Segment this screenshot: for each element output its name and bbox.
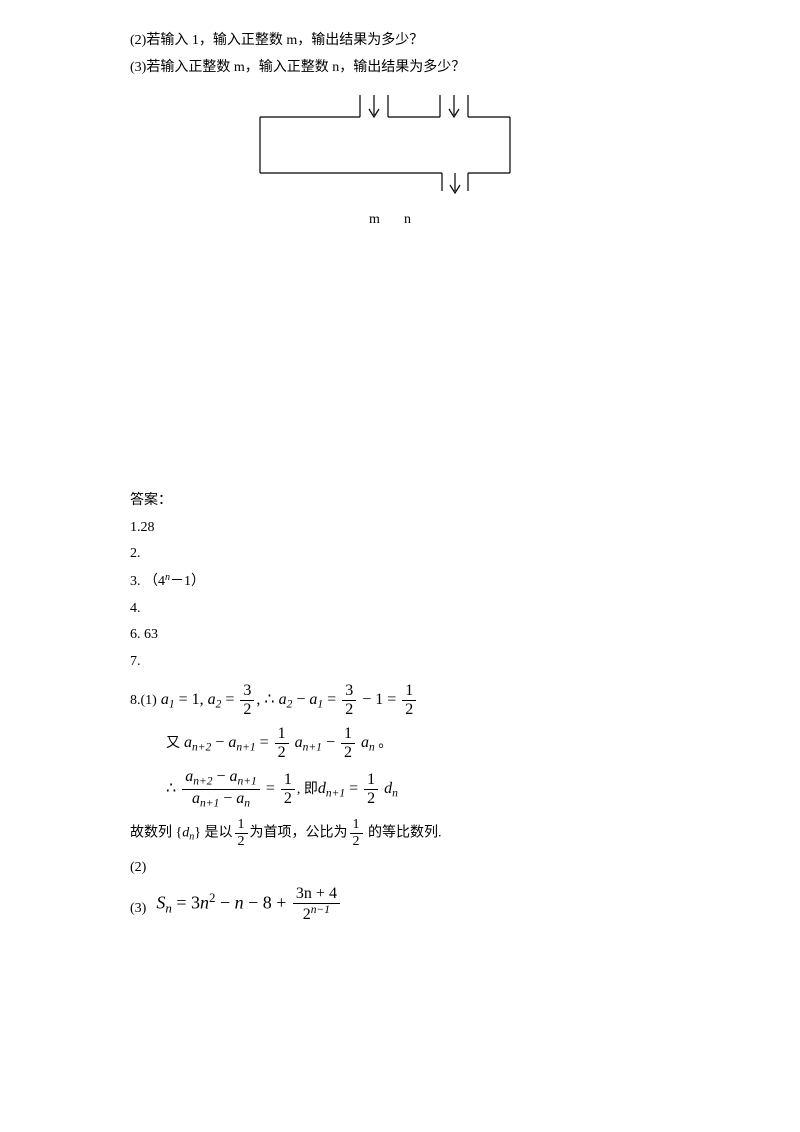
c-p3: 为首项，公比为 [250, 826, 348, 841]
e1a2: a [208, 692, 216, 709]
answer-3: 3. （4n－1） [130, 568, 690, 596]
a3-prefix: 3. （4 [130, 574, 165, 589]
sn-m1: − [215, 892, 234, 912]
e1a: a [161, 692, 169, 709]
c-p4: 的等比数列. [365, 826, 442, 841]
e3ns2: n+1 [238, 776, 257, 788]
e3nm: − [212, 768, 229, 785]
e3dm: − [219, 790, 236, 807]
e2pre: 又 [166, 737, 180, 752]
c-hn: 1 [235, 818, 248, 834]
e1a2b: a [279, 692, 287, 709]
e2hn2: 1 [341, 726, 355, 744]
q8-line1: 8.(1) a1 = 1, a2 = 32, ∴ a2 − a1 = 32 − … [130, 683, 690, 718]
e3da1: a [192, 790, 200, 807]
e2s3: n+1 [303, 742, 322, 754]
e1m: − [292, 692, 309, 709]
c-p1: 故数列 { [130, 826, 182, 841]
e2eq: = [256, 735, 273, 752]
sn-s: S [156, 892, 165, 912]
sn-fd2: 2 [303, 906, 311, 923]
e3hd2: 2 [364, 790, 378, 807]
answers-section: 答案： 1.28 2. 3. （4n－1） 4. 6. 63 7. 8.(1) … [130, 488, 690, 922]
question-3: (3)若输入正整数 m，输入正整数 n，输出结果为多少？ [130, 55, 690, 82]
q8-line3: ∴ an+2 − an+1 an+1 − an = 12, 即dn+1 = 12… [130, 769, 690, 810]
e3hd: 2 [281, 790, 295, 807]
label-m: m [369, 212, 404, 227]
e3d: d [318, 781, 326, 798]
e3hn: 1 [281, 772, 295, 790]
e3th: ∴ [166, 781, 180, 798]
e2a3: a [295, 735, 303, 752]
sn-n2: n [235, 892, 244, 912]
f2n: 3 [342, 683, 356, 701]
answer-2: 2. [130, 541, 690, 568]
e3ds1: n+1 [200, 798, 219, 810]
e3eq: = [262, 781, 279, 798]
c-hd2: 2 [350, 834, 363, 849]
diagram-svg [250, 91, 530, 201]
e2hn: 1 [275, 726, 289, 744]
e3cn: , 即 [297, 783, 318, 798]
q8-line2: 又 an+2 − an+1 = 12 an+1 − 12 an 。 [130, 726, 690, 761]
f3n: 1 [402, 683, 416, 701]
e3d2: d [384, 781, 392, 798]
e3ds2: n [244, 798, 250, 810]
a3-suffix: －1） [170, 574, 205, 589]
sn-fnn: n [304, 885, 312, 902]
e2s1: n+2 [192, 742, 211, 754]
f3d: 2 [402, 701, 416, 718]
question-2: (2)若输入 1，输入正整数 m，输出结果为多少？ [130, 28, 690, 55]
q8-part2: (2) [130, 855, 690, 882]
e3eq2: = [345, 781, 362, 798]
e2a1: a [184, 735, 192, 752]
sn-fnb: + 4 [312, 885, 337, 902]
c-p2: } 是以 [194, 826, 232, 841]
sn-m2: − 8 + [244, 892, 291, 912]
c-hd: 2 [235, 834, 248, 849]
diagram-labels: mn [250, 212, 530, 228]
e1th: , ∴ [256, 692, 278, 709]
e3hn2: 1 [364, 772, 378, 790]
e1m2: − 1 = [358, 692, 400, 709]
q8-part3-row: (3) Sn = 3n2 − n − 8 + 3n + 42n−1 [130, 886, 690, 923]
e1eq3: = [323, 692, 340, 709]
e2hd2: 2 [341, 744, 355, 761]
e2p: 。 [375, 737, 393, 752]
e3na1: a [185, 768, 193, 785]
sn-fde: n−1 [311, 904, 330, 916]
e2s2: n+1 [236, 742, 255, 754]
f2d: 2 [342, 701, 356, 718]
q8-part3: (3) [130, 896, 146, 923]
q8-label: 8.(1) [130, 694, 157, 709]
sn-fna: 3 [296, 885, 304, 902]
c-hn2: 1 [350, 818, 363, 834]
e2hd: 2 [275, 744, 289, 761]
e3na2: a [230, 768, 238, 785]
answers-heading: 答案： [130, 488, 690, 515]
f1n: 3 [240, 683, 254, 701]
e3ns1: n+2 [193, 776, 212, 788]
label-n: n [404, 212, 435, 227]
answer-4: 4. [130, 596, 690, 623]
q8-conclusion: 故数列 {dn} 是以12为首项，公比为12 的等比数列. [130, 818, 690, 849]
e2m2: − [322, 735, 339, 752]
sn-equation: Sn = 3n2 − n − 8 + 3n + 42n−1 [156, 886, 342, 923]
answer-7: 7. [130, 649, 690, 676]
e2a4: a [361, 735, 369, 752]
answer-6: 6. 63 [130, 622, 690, 649]
answer-1: 1.28 [130, 515, 690, 542]
sn-eq: = 3 [172, 892, 200, 912]
e1eq2: = [221, 692, 238, 709]
e1eq: = 1, [175, 692, 208, 709]
e3ds: n+1 [326, 788, 345, 800]
sn-n: n [200, 892, 209, 912]
e2m: − [211, 735, 228, 752]
flow-diagram: mn [250, 91, 530, 228]
f1d: 2 [240, 701, 254, 718]
e3d2s: n [392, 788, 398, 800]
